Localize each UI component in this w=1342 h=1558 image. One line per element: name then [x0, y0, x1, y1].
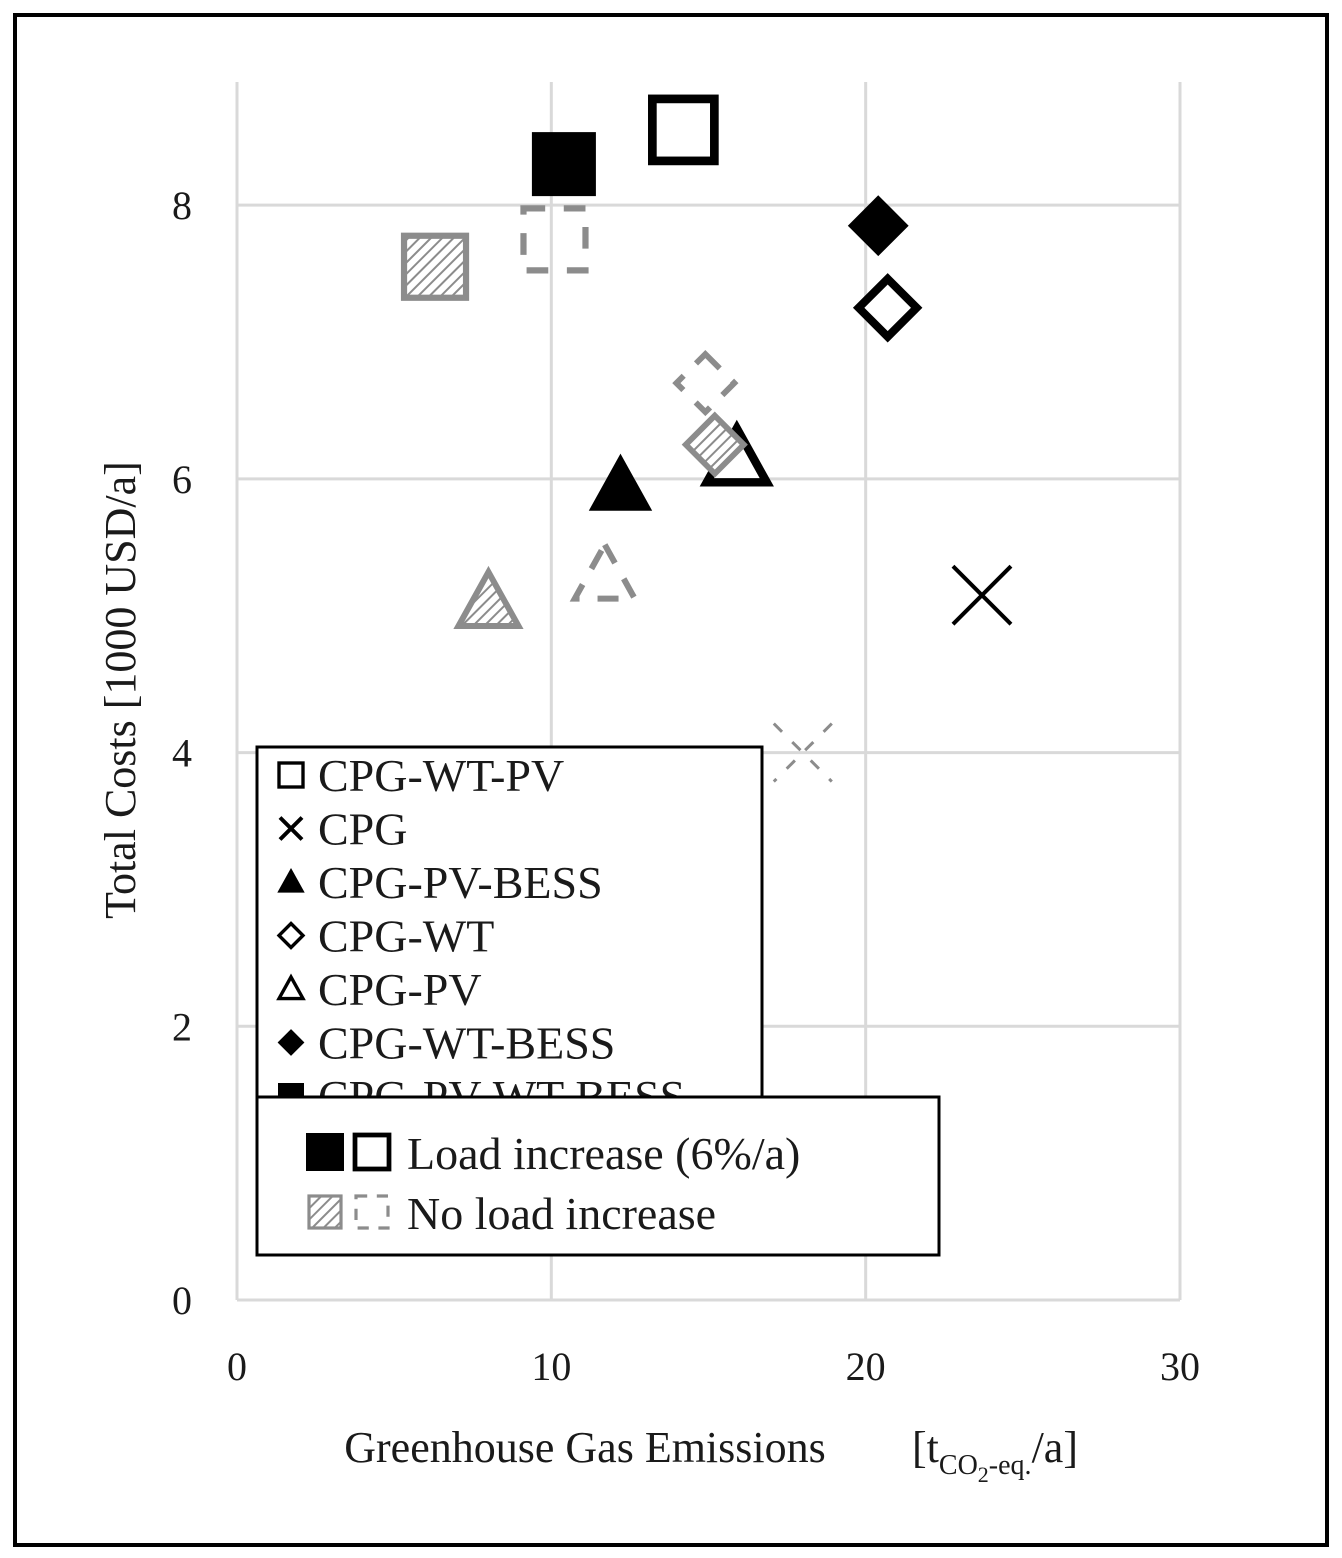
point-cpg-wt-pv-noload [520, 205, 589, 274]
point-cpg-wt-load [852, 273, 923, 343]
scenario-filled-swatch-load [306, 1133, 344, 1171]
figure-frame [13, 13, 1329, 1547]
legend-marker-cpg-wt-bess [277, 1029, 305, 1056]
legend-label-cpg-pv-bess: CPG-PV-BESS [318, 857, 603, 908]
legend-marker-cpg [278, 816, 304, 841]
point-cpg-pv-wt-bess-load [531, 132, 596, 197]
data-points [400, 94, 1013, 783]
legend-label-cpg-wt-pv: CPG-WT-PV [318, 750, 564, 801]
y-tick-label: 8 [172, 183, 192, 228]
x-axis-label: Greenhouse Gas Emissions [344, 1423, 826, 1472]
y-tick-label: 6 [172, 457, 192, 502]
series-legend-items: CPG-WT-PVCPGCPG-PV-BESSCPG-WTCPG-PVCPG-W… [276, 750, 685, 1122]
y-tick-label: 4 [172, 731, 192, 776]
point-cpg-wt-pv-load [648, 94, 719, 166]
y-tick-label: 0 [172, 1278, 192, 1323]
point-cpg-wt-noload [672, 349, 739, 417]
x-tick-label: 10 [531, 1344, 571, 1389]
legend-label-cpg-pv-wt-bess: CPG-PV-WT-BESS [318, 1071, 685, 1122]
scenario-filled-swatch-noload [307, 1194, 343, 1230]
x-unit-close: /a] [1032, 1423, 1078, 1472]
point-cpg-pv-noload [569, 538, 640, 602]
legend-marker-cpg-wt [276, 921, 306, 950]
x-unit-sub2: 2 [978, 1462, 989, 1487]
scenario-open-swatch-load [352, 1132, 392, 1172]
x-unit-sub3: -eq. [989, 1450, 1032, 1481]
scenario-label-noload: No load increase [407, 1188, 716, 1239]
point-cpg-wt-bess-noload [681, 411, 748, 478]
x-tick-label: 0 [227, 1344, 247, 1389]
legend-label-cpg-wt: CPG-WT [318, 911, 494, 962]
legend-label-cpg: CPG [318, 804, 407, 855]
x-unit-open: [t [912, 1423, 939, 1472]
y-tick-label: 2 [172, 1004, 192, 1049]
legend-label-cpg-pv: CPG-PV [318, 964, 482, 1015]
point-cpg-pv-bess-load [588, 453, 653, 511]
x-unit-sub: CO [939, 1450, 978, 1481]
x-tick-label: 20 [846, 1344, 886, 1389]
legend-marker-cpg-pv [276, 973, 306, 1001]
tick-labels: 0 10 20 30 0 2 4 6 8 [172, 183, 1200, 1389]
point-cpg-wt-bess-load [847, 195, 909, 257]
scenario-label-load: Load increase (6%/a) [407, 1128, 800, 1179]
series-legend-box [255, 745, 764, 1099]
legend-label-cpg-wt-bess: CPG-WT-BESS [318, 1018, 615, 1069]
point-cpg-pv-bess-noload [453, 565, 524, 630]
x-axis-unit: [tCO2-eq./a] [912, 1423, 1078, 1487]
point-cpg-pv-wt-bess-noload [400, 232, 470, 301]
scenario-open-swatch-noload [354, 1194, 390, 1230]
y-axis-label: Total Costs [1000 USD/a] [96, 461, 145, 919]
x-tick-label: 30 [1160, 1344, 1200, 1389]
legend-marker-cpg-wt-pv [277, 761, 305, 789]
series-legend: CPG-WT-PVCPGCPG-PV-BESSCPG-WTCPG-PVCPG-W… [255, 745, 764, 1122]
scenario-legend-box [255, 1095, 941, 1257]
legend-marker-cpg-pv-bess [277, 867, 305, 893]
scenario-legend: Load increase (6%/a) No load increase [255, 1095, 941, 1257]
point-cpg-load [951, 564, 1013, 626]
